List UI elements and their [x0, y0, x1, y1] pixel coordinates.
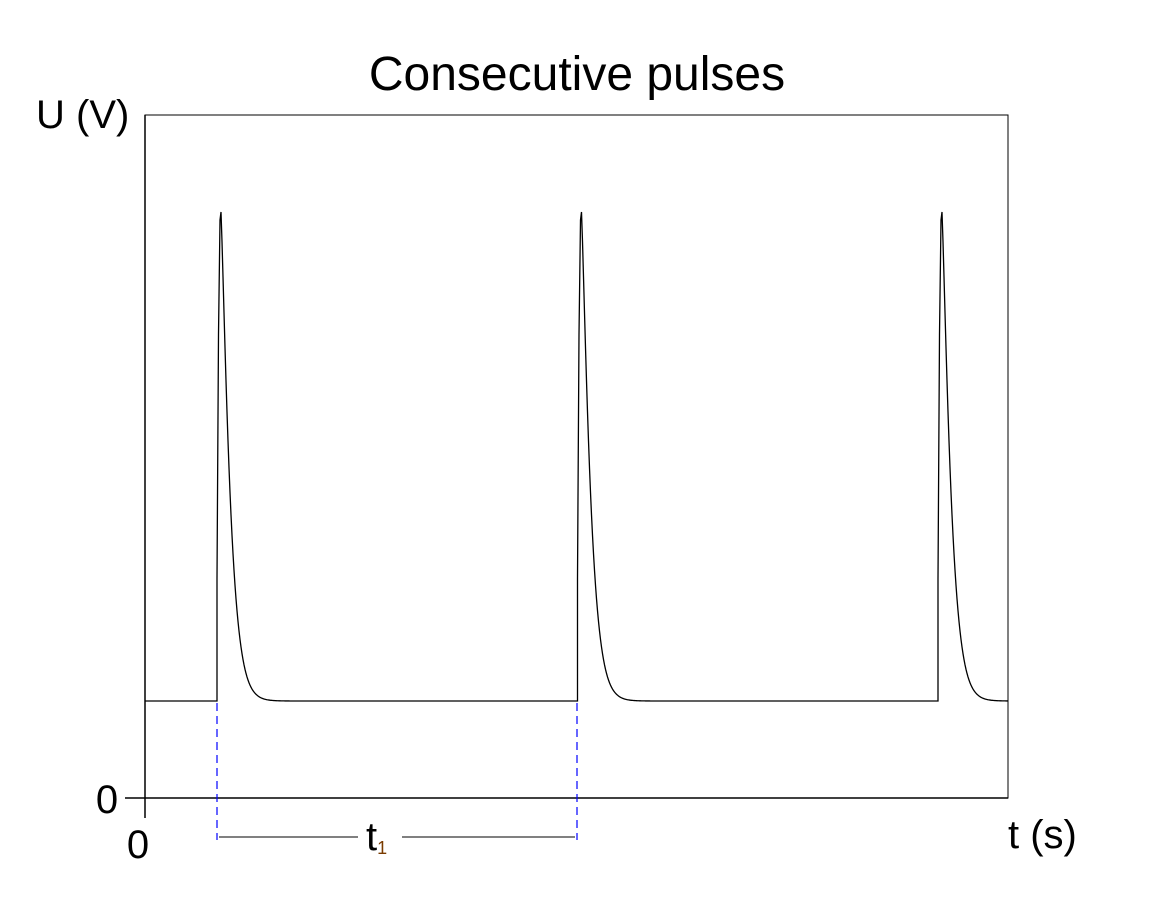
y-tick-zero: 0 [96, 778, 118, 822]
signal-trace [145, 211, 1009, 702]
period-label: t1 [366, 815, 387, 859]
y-axis-label: U (V) [36, 93, 129, 137]
chart-title: Consecutive pulses [369, 48, 785, 101]
period-annotation: t1 [216, 703, 578, 859]
x-tick-zero: 0 [127, 823, 149, 867]
signal-group [145, 211, 1009, 702]
x-axis-label: t (s) [1008, 813, 1077, 857]
plot-frame [144, 114, 1009, 799]
